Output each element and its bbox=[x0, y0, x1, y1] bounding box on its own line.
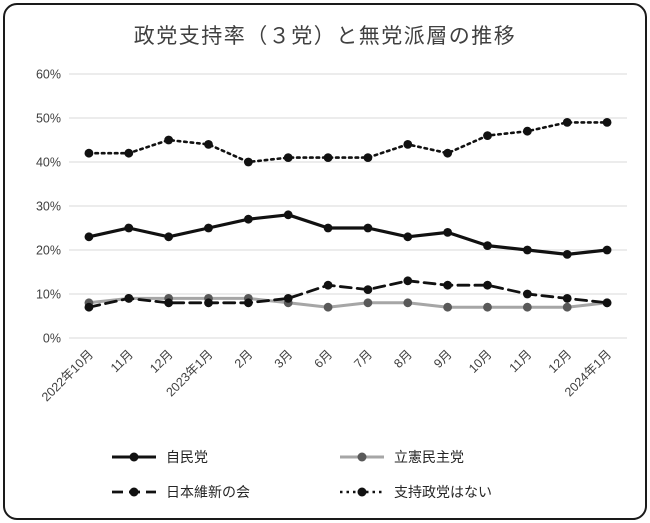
legend-swatch-solid-gray-line bbox=[340, 452, 384, 462]
series-marker-1 bbox=[443, 302, 453, 312]
series-marker-3 bbox=[602, 118, 612, 127]
chart-card: 政党支持率（３党）と無党派層の推移 0% 10% 20% 30% 40% 50% 60% 20… bbox=[3, 3, 647, 520]
y-tick-label: 60% bbox=[36, 68, 61, 82]
x-tick-label: 10月 bbox=[466, 347, 495, 376]
legend-item-rikken: 立憲民主党 bbox=[339, 447, 539, 467]
series-marker-3 bbox=[204, 140, 213, 149]
x-tick-label: 2月 bbox=[232, 347, 256, 371]
legend-label: 自民党 bbox=[166, 449, 208, 465]
series-marker-0 bbox=[562, 250, 572, 259]
x-tick-label: 2022年10月 bbox=[39, 347, 96, 404]
series-marker-0 bbox=[522, 245, 532, 255]
series-marker-2 bbox=[323, 280, 333, 290]
series-marker-0 bbox=[283, 210, 293, 220]
series-line-2 bbox=[87, 279, 609, 309]
x-tick-label: 12月 bbox=[546, 347, 575, 376]
series-line-0 bbox=[87, 213, 609, 256]
series-marker-2 bbox=[84, 302, 94, 312]
series-marker-2 bbox=[243, 298, 253, 308]
series-marker-3 bbox=[443, 148, 453, 158]
series-line-1 bbox=[87, 296, 609, 309]
series-marker-2 bbox=[602, 298, 612, 308]
series-marker-0 bbox=[323, 223, 333, 233]
series-marker-3 bbox=[243, 157, 253, 167]
series-marker-3 bbox=[164, 135, 174, 145]
y-tick-label: 10% bbox=[36, 288, 61, 302]
x-tick-label: 12月 bbox=[147, 347, 176, 376]
legend-label: 立憲民主党 bbox=[394, 449, 464, 465]
series-marker-2 bbox=[164, 298, 174, 308]
series-marker-2 bbox=[283, 294, 293, 303]
series-marker-0 bbox=[483, 241, 492, 251]
y-tick-label: 20% bbox=[36, 244, 61, 258]
series-marker-0 bbox=[124, 223, 134, 233]
series-marker-2 bbox=[443, 280, 453, 290]
series-marker-3 bbox=[84, 148, 94, 158]
legend-label: 支持政党はない bbox=[394, 484, 492, 500]
legend-item-mutohaso: 支持政党はない bbox=[339, 482, 539, 502]
x-tick-label: 6月 bbox=[312, 347, 336, 371]
chart-legend: 自民党 立憲民主党 日本維新の会 支持政党はない bbox=[5, 447, 645, 502]
legend-swatch-solid-black-line bbox=[112, 452, 156, 462]
series-marker-3 bbox=[562, 118, 572, 127]
series-marker-3 bbox=[323, 153, 333, 162]
series-marker-2 bbox=[124, 294, 134, 303]
series-marker-3 bbox=[403, 140, 413, 149]
x-tick-label: 11月 bbox=[507, 347, 535, 375]
series-marker-0 bbox=[602, 245, 612, 255]
line-chart-plot-area: 0%10%20%30%40%50%60%2022年10月 11月 12月2023年1… bbox=[36, 68, 627, 404]
series-marker-2 bbox=[403, 276, 413, 286]
series-marker-2 bbox=[363, 285, 373, 294]
series-marker-0 bbox=[403, 232, 413, 242]
series-marker-0 bbox=[363, 223, 373, 233]
series-marker-1 bbox=[323, 302, 333, 312]
y-tick-label: 40% bbox=[36, 156, 61, 170]
series-line-3 bbox=[87, 121, 609, 164]
y-tick-label: 0% bbox=[43, 332, 61, 346]
chart-title: 政党支持率（３党）と無党派層の推移 bbox=[133, 25, 517, 48]
legend-swatch-dotted-black-line bbox=[340, 487, 384, 497]
y-tick-label: 30% bbox=[36, 200, 61, 214]
series-marker-1 bbox=[562, 302, 572, 312]
series-marker-1 bbox=[403, 298, 413, 308]
x-tick-label: 11月 bbox=[108, 347, 136, 375]
series-marker-0 bbox=[164, 232, 174, 242]
legend-swatch-dashed-black-line bbox=[112, 487, 156, 497]
x-tick-label: 9月 bbox=[431, 347, 455, 371]
series-marker-0 bbox=[204, 223, 213, 233]
series-marker-0 bbox=[84, 232, 94, 242]
series-marker-3 bbox=[522, 126, 532, 136]
series-marker-3 bbox=[124, 148, 134, 158]
x-tick-label: 3月 bbox=[272, 347, 296, 371]
series-marker-3 bbox=[283, 153, 293, 162]
legend-item-jiminto: 自民党 bbox=[111, 447, 311, 467]
series-marker-1 bbox=[363, 298, 373, 308]
series-marker-0 bbox=[243, 214, 253, 224]
series-marker-2 bbox=[204, 298, 213, 308]
series-marker-1 bbox=[522, 302, 532, 312]
x-tick-label: 8月 bbox=[391, 347, 415, 371]
series-marker-2 bbox=[562, 294, 572, 303]
x-tick-label: 7月 bbox=[351, 347, 375, 371]
series-marker-2 bbox=[522, 289, 532, 299]
series-marker-2 bbox=[483, 280, 492, 290]
legend-label: 日本維新の会 bbox=[166, 484, 250, 500]
series-marker-1 bbox=[483, 302, 492, 312]
series-marker-0 bbox=[443, 228, 453, 237]
series-marker-3 bbox=[483, 131, 492, 140]
series-marker-3 bbox=[363, 153, 373, 162]
y-tick-label: 50% bbox=[36, 112, 61, 126]
legend-item-ishin: 日本維新の会 bbox=[111, 482, 311, 502]
